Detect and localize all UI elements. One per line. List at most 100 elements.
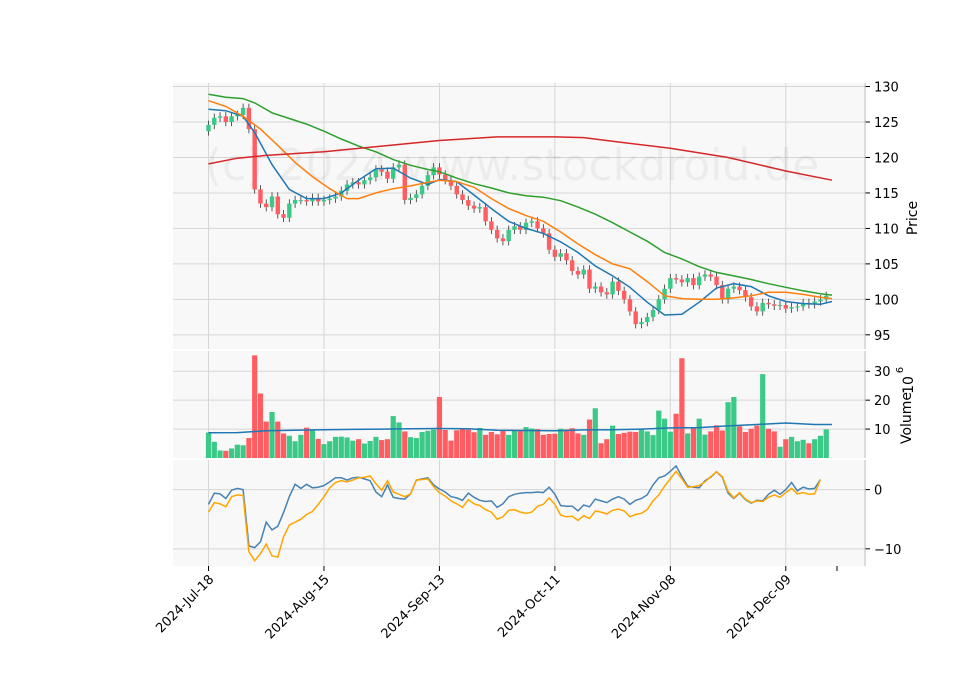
price-moving-average <box>208 99 833 301</box>
volume-bar <box>327 441 333 458</box>
candle-body <box>310 197 315 202</box>
volume-bar <box>673 413 679 458</box>
volume-bar <box>252 355 258 458</box>
candle-body <box>604 292 610 295</box>
price-moving-average <box>208 108 833 316</box>
volume-bar <box>644 431 650 458</box>
candle-body <box>812 301 817 305</box>
candle-body <box>333 196 338 199</box>
price-tick-label: 115 <box>874 187 899 202</box>
volume-bar <box>217 450 223 458</box>
candle-body <box>708 274 713 277</box>
volume-bar <box>436 396 443 458</box>
volume-bar <box>263 421 269 458</box>
volume-bar <box>477 427 483 458</box>
volume-bar <box>228 448 235 458</box>
x-axis: 2024-Jul-18 2024-Aug-15 2024-Sep-13 2024-Oc… <box>153 566 838 642</box>
volume-bar <box>638 428 645 458</box>
candle-body <box>743 290 748 298</box>
volume-bar <box>685 433 691 458</box>
volume-bar <box>205 432 212 458</box>
price-tick-label: 100 <box>874 293 899 308</box>
volume-bar <box>719 430 725 458</box>
candle-body <box>697 276 702 286</box>
volume-bar <box>702 434 708 458</box>
volume-bar <box>344 437 350 458</box>
candle-body <box>264 203 269 208</box>
candle-body <box>500 238 506 242</box>
oscillator-tick-label: −10 <box>874 543 901 558</box>
candle-body <box>483 207 488 222</box>
x-tick-label: 2024-Aug-15 <box>263 572 333 642</box>
candle-body <box>668 278 673 289</box>
volume-bar <box>275 421 281 458</box>
candle-body <box>489 221 494 230</box>
volume-bar <box>823 429 829 458</box>
volume-bar <box>223 450 229 458</box>
candle-body <box>789 307 794 309</box>
volume-bar <box>690 427 697 458</box>
volume-moving-average <box>208 422 832 434</box>
x-tick-label: 2024-Sep-13 <box>379 572 449 642</box>
volume-bar <box>754 425 760 458</box>
candle-body <box>321 200 327 202</box>
candle-body <box>396 164 402 168</box>
volume-bar <box>523 427 529 458</box>
volume-bar <box>661 418 668 458</box>
volume-bar <box>656 410 662 458</box>
volume-bar <box>713 425 720 458</box>
volume-bar <box>552 433 558 458</box>
volume-bar <box>494 434 500 458</box>
price-tick-label: 125 <box>874 116 899 131</box>
volume-bar <box>373 436 379 458</box>
candle-body <box>633 311 638 325</box>
candle-body <box>523 222 529 230</box>
volume-exponent-base: 10 <box>901 376 917 394</box>
x-tick-label: 2024-Jul-18 <box>153 572 217 636</box>
candle-body <box>454 185 459 195</box>
candle-body <box>506 229 511 242</box>
volume-bar <box>425 430 431 458</box>
volume-bar <box>402 431 408 458</box>
volume-bar <box>292 441 298 458</box>
volume-bar <box>592 408 598 458</box>
volume-bar <box>396 422 402 458</box>
volume-bar <box>350 440 356 458</box>
candle-body <box>598 286 604 293</box>
candle-body <box>564 253 569 261</box>
volume-bar <box>442 429 448 458</box>
volume-bar <box>465 429 471 458</box>
volume-tick-label: 30 <box>874 365 891 380</box>
candle-body <box>356 182 361 185</box>
price-panel <box>206 93 833 329</box>
volume-bar <box>471 432 477 458</box>
volume-bar <box>500 430 506 458</box>
price-moving-average <box>208 93 833 296</box>
candle-body <box>546 233 552 250</box>
volume-bar <box>817 435 824 458</box>
oscillator-tick-label: 0 <box>874 484 882 499</box>
volume-bar <box>725 402 731 458</box>
candle-body <box>518 226 523 230</box>
volume-bar <box>419 431 425 458</box>
candle-body <box>679 279 685 283</box>
candle-body <box>818 299 823 302</box>
watermark: (c) 2024 www.stockdroid.de <box>205 140 819 191</box>
volume-bar <box>546 433 552 458</box>
volume-bar <box>615 433 621 458</box>
candle-body <box>558 253 563 257</box>
volume-bar <box>506 434 512 458</box>
volume-bar <box>633 431 639 458</box>
candle-body <box>269 196 275 208</box>
volume-bar <box>304 427 310 458</box>
candle-body <box>569 260 575 271</box>
volume-bar <box>454 430 460 458</box>
volume-bar <box>379 440 385 458</box>
volume-bar <box>800 439 806 458</box>
volume-tick-label: 20 <box>874 394 891 409</box>
volume-bar <box>708 431 714 458</box>
candle-body <box>656 299 661 310</box>
volume-bar <box>581 434 587 458</box>
volume-bar <box>483 434 489 458</box>
volume-bar <box>610 425 616 458</box>
